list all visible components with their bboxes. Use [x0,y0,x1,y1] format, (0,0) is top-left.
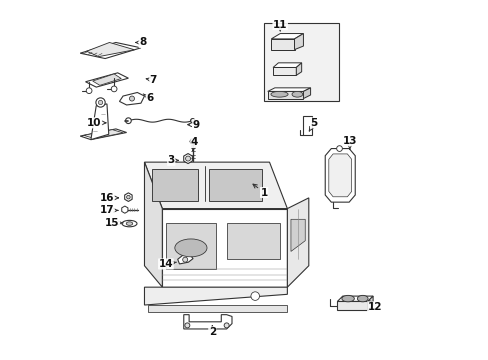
Text: 13: 13 [342,136,356,149]
Circle shape [224,323,229,328]
Polygon shape [337,296,372,301]
Text: 6: 6 [143,93,153,103]
Polygon shape [183,315,231,329]
Text: 4: 4 [190,138,198,151]
Text: 1: 1 [252,184,267,198]
Circle shape [86,88,92,94]
Text: 9: 9 [187,120,200,130]
Polygon shape [151,169,198,202]
Polygon shape [303,88,310,99]
Text: 16: 16 [100,193,118,203]
Polygon shape [91,104,108,140]
Text: 7: 7 [146,75,157,85]
Circle shape [111,86,117,92]
Polygon shape [271,39,294,50]
Polygon shape [267,88,310,91]
Ellipse shape [341,296,354,302]
Circle shape [184,323,189,328]
Polygon shape [272,63,301,67]
Text: 17: 17 [100,205,118,215]
Ellipse shape [122,220,137,227]
Polygon shape [177,255,193,264]
Polygon shape [122,206,128,213]
Polygon shape [162,208,287,287]
Circle shape [126,195,130,199]
Polygon shape [119,93,144,105]
Polygon shape [148,305,287,312]
Polygon shape [93,74,121,85]
Polygon shape [144,162,162,287]
Polygon shape [144,162,287,208]
Circle shape [185,156,190,161]
Polygon shape [189,139,195,144]
Circle shape [96,98,105,107]
Polygon shape [144,287,287,305]
Polygon shape [325,149,354,202]
Polygon shape [337,301,367,310]
Polygon shape [85,73,128,87]
Polygon shape [367,296,372,310]
Polygon shape [267,91,303,99]
Circle shape [125,118,131,123]
Circle shape [190,118,194,123]
Circle shape [129,96,134,101]
Polygon shape [124,193,132,202]
Circle shape [250,292,259,300]
Polygon shape [80,129,126,140]
Ellipse shape [291,91,302,97]
Polygon shape [272,67,296,75]
Bar [264,23,339,102]
Polygon shape [296,63,301,75]
Polygon shape [83,130,123,139]
Ellipse shape [175,239,206,257]
Text: 5: 5 [308,118,317,131]
Bar [305,126,309,132]
Polygon shape [183,154,192,163]
Circle shape [98,100,102,105]
Circle shape [336,146,342,152]
Text: 11: 11 [272,19,287,31]
Text: 8: 8 [135,37,146,48]
Polygon shape [303,116,312,135]
Ellipse shape [270,91,287,97]
Polygon shape [80,42,141,59]
Polygon shape [287,198,308,287]
Polygon shape [290,219,305,251]
Polygon shape [271,33,303,39]
Circle shape [183,257,187,262]
Polygon shape [226,223,280,258]
Text: 2: 2 [208,326,216,337]
Text: 12: 12 [367,301,381,312]
Polygon shape [208,169,262,202]
Text: 3: 3 [167,156,178,165]
Polygon shape [86,42,134,57]
Ellipse shape [126,222,132,225]
Text: 14: 14 [158,259,176,269]
Polygon shape [294,33,303,50]
Text: 10: 10 [87,118,105,128]
Ellipse shape [357,296,367,302]
Polygon shape [328,154,351,197]
Text: 15: 15 [105,218,122,228]
Polygon shape [165,223,216,269]
